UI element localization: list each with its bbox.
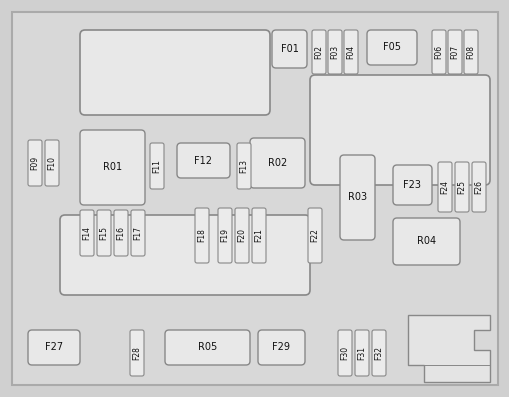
FancyBboxPatch shape [463,30,477,74]
Text: F29: F29 [272,343,290,353]
FancyBboxPatch shape [271,30,306,68]
Text: F12: F12 [194,156,212,166]
FancyBboxPatch shape [337,330,351,376]
Text: F10: F10 [47,156,56,170]
FancyBboxPatch shape [80,30,269,115]
Text: F20: F20 [237,229,246,243]
FancyBboxPatch shape [371,330,385,376]
FancyBboxPatch shape [431,30,445,74]
Text: F11: F11 [152,159,161,173]
Text: F26: F26 [473,180,483,194]
FancyBboxPatch shape [447,30,461,74]
FancyBboxPatch shape [344,30,357,74]
Text: F15: F15 [99,226,108,240]
FancyBboxPatch shape [249,138,304,188]
FancyBboxPatch shape [114,210,128,256]
FancyBboxPatch shape [165,330,249,365]
Text: F13: F13 [239,159,248,173]
Text: R03: R03 [347,193,366,202]
Text: F24: F24 [440,180,448,194]
FancyBboxPatch shape [340,155,374,240]
Text: F19: F19 [220,229,229,243]
FancyBboxPatch shape [130,330,144,376]
Text: F27: F27 [45,343,63,353]
Text: F04: F04 [346,45,355,59]
Text: R02: R02 [267,158,287,168]
Text: F08: F08 [466,45,474,59]
FancyBboxPatch shape [80,130,145,205]
Text: F30: F30 [340,346,349,360]
FancyBboxPatch shape [327,30,342,74]
Text: F09: F09 [31,156,39,170]
FancyBboxPatch shape [312,30,325,74]
Text: F03: F03 [330,45,339,59]
FancyBboxPatch shape [354,330,369,376]
Text: F06: F06 [434,45,443,59]
Polygon shape [407,315,489,382]
Text: F31: F31 [357,346,366,360]
FancyBboxPatch shape [28,140,42,186]
Text: F21: F21 [254,229,263,243]
FancyBboxPatch shape [131,210,145,256]
Text: F07: F07 [449,45,459,59]
FancyBboxPatch shape [392,165,431,205]
Text: F02: F02 [314,45,323,59]
Text: F14: F14 [82,226,91,240]
Text: F01: F01 [280,44,298,54]
Text: F23: F23 [403,180,420,190]
Text: F18: F18 [197,229,206,243]
Text: R04: R04 [416,237,435,247]
FancyBboxPatch shape [251,208,266,263]
FancyBboxPatch shape [471,162,485,212]
FancyBboxPatch shape [392,218,459,265]
FancyBboxPatch shape [309,75,489,185]
Text: F32: F32 [374,346,383,360]
Text: F28: F28 [132,346,141,360]
FancyBboxPatch shape [307,208,321,263]
Text: F05: F05 [382,42,400,52]
FancyBboxPatch shape [12,12,497,385]
FancyBboxPatch shape [454,162,468,212]
Text: R01: R01 [103,162,122,173]
FancyBboxPatch shape [217,208,232,263]
FancyBboxPatch shape [237,143,250,189]
Text: F25: F25 [457,180,466,194]
Text: F22: F22 [310,229,319,243]
FancyBboxPatch shape [177,143,230,178]
FancyBboxPatch shape [150,143,164,189]
FancyBboxPatch shape [235,208,248,263]
FancyBboxPatch shape [366,30,416,65]
FancyBboxPatch shape [194,208,209,263]
FancyBboxPatch shape [97,210,111,256]
FancyBboxPatch shape [28,330,80,365]
FancyBboxPatch shape [437,162,451,212]
Text: R05: R05 [197,343,217,353]
Text: F16: F16 [116,226,125,240]
Text: F17: F17 [133,226,142,240]
FancyBboxPatch shape [258,330,304,365]
FancyBboxPatch shape [80,210,94,256]
FancyBboxPatch shape [45,140,59,186]
FancyBboxPatch shape [60,215,309,295]
